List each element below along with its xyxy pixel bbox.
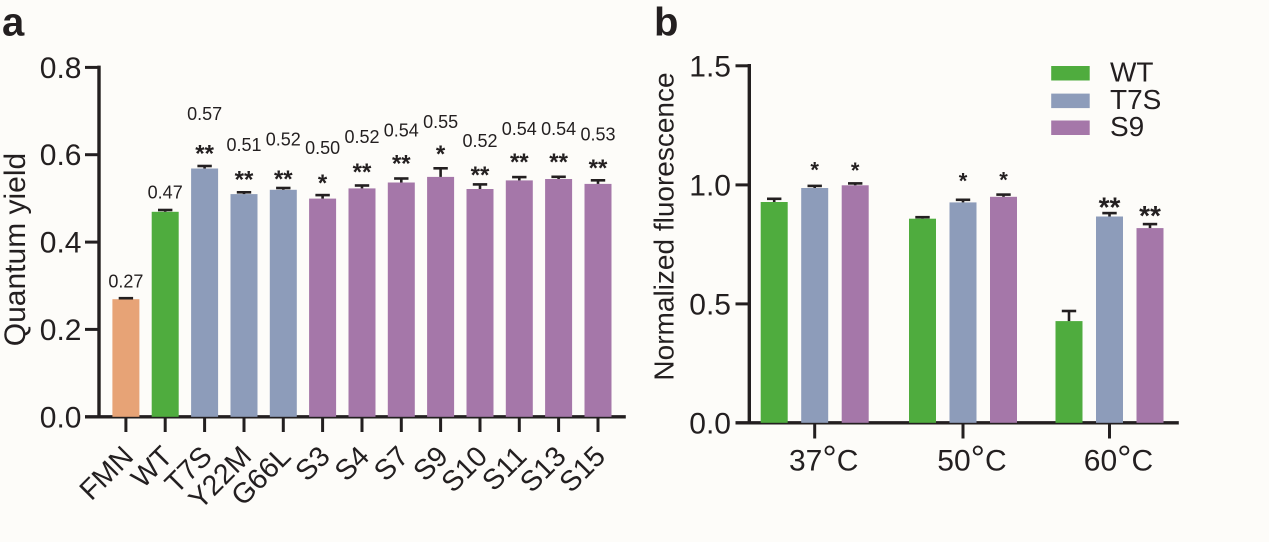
svg-text:**: ** bbox=[1139, 200, 1161, 231]
svg-text:b: b bbox=[654, 0, 678, 44]
svg-text:50°C: 50°C bbox=[937, 438, 1006, 479]
svg-text:Quantum yield: Quantum yield bbox=[0, 153, 32, 346]
svg-text:0.6: 0.6 bbox=[40, 139, 82, 172]
svg-text:*: * bbox=[999, 168, 1008, 193]
svg-text:Normalized fluorescence: Normalized fluorescence bbox=[649, 72, 680, 380]
svg-text:0.54: 0.54 bbox=[384, 120, 419, 140]
svg-text:0.55: 0.55 bbox=[423, 112, 458, 132]
svg-text:0.47: 0.47 bbox=[148, 182, 183, 202]
svg-text:**: ** bbox=[392, 151, 411, 178]
svg-text:37°C: 37°C bbox=[789, 438, 858, 479]
svg-text:0.51: 0.51 bbox=[226, 135, 261, 155]
svg-text:0.52: 0.52 bbox=[344, 127, 379, 147]
svg-text:**: ** bbox=[274, 166, 293, 193]
svg-text:*: * bbox=[318, 170, 328, 197]
svg-text:a: a bbox=[2, 0, 25, 44]
svg-text:**: ** bbox=[353, 159, 372, 186]
svg-text:**: ** bbox=[510, 149, 529, 176]
svg-text:**: ** bbox=[235, 167, 254, 194]
svg-text:0.8: 0.8 bbox=[40, 52, 82, 85]
svg-text:0.4: 0.4 bbox=[40, 227, 82, 260]
svg-text:0.53: 0.53 bbox=[580, 124, 615, 144]
svg-text:T7S: T7S bbox=[1110, 84, 1161, 115]
svg-text:*: * bbox=[810, 157, 819, 182]
svg-text:*: * bbox=[851, 158, 860, 183]
svg-text:**: ** bbox=[549, 149, 568, 176]
svg-text:*: * bbox=[436, 141, 446, 168]
svg-text:WT: WT bbox=[1110, 57, 1154, 88]
svg-text:0.0: 0.0 bbox=[689, 407, 731, 440]
svg-text:0.27: 0.27 bbox=[108, 271, 143, 291]
svg-text:0.54: 0.54 bbox=[541, 119, 576, 139]
svg-text:*: * bbox=[959, 169, 968, 194]
svg-text:**: ** bbox=[1099, 192, 1121, 223]
svg-text:**: ** bbox=[195, 141, 214, 168]
svg-text:**: ** bbox=[589, 155, 608, 182]
svg-text:0.2: 0.2 bbox=[40, 314, 82, 347]
svg-text:0.57: 0.57 bbox=[187, 104, 222, 124]
svg-text:0.54: 0.54 bbox=[502, 119, 537, 139]
svg-text:S9: S9 bbox=[1110, 111, 1144, 142]
svg-text:0.0: 0.0 bbox=[40, 401, 82, 434]
svg-text:1.5: 1.5 bbox=[689, 50, 731, 83]
svg-text:1.0: 1.0 bbox=[689, 169, 731, 202]
svg-text:0.52: 0.52 bbox=[462, 131, 497, 151]
svg-text:**: ** bbox=[471, 162, 490, 189]
svg-text:0.50: 0.50 bbox=[305, 138, 340, 158]
svg-text:0.5: 0.5 bbox=[689, 288, 731, 321]
svg-text:0.52: 0.52 bbox=[266, 129, 301, 149]
svg-text:60°C: 60°C bbox=[1084, 438, 1153, 479]
